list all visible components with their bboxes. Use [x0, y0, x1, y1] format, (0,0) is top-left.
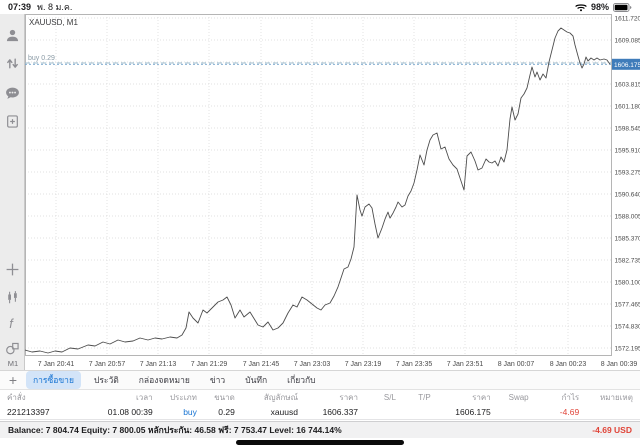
svg-text:1609.085: 1609.085	[615, 37, 640, 44]
svg-text:1572.195: 1572.195	[615, 345, 640, 352]
svg-text:XAUUSD, M1: XAUUSD, M1	[29, 18, 78, 27]
account-summary-text: Balance: 7 804.74 Equity: 7 800.05 หลักป…	[8, 425, 342, 435]
bottom-tab-bar: + การซื้อขาย ประวัติ กล่องจดหมาย ข่าว บันทึก…	[0, 370, 640, 390]
col-header: เวลา	[136, 392, 153, 402]
svg-text:7 Jan 23:03: 7 Jan 23:03	[294, 361, 331, 368]
svg-text:7 Jan 21:29: 7 Jan 21:29	[191, 361, 228, 368]
timeframe-button[interactable]: M1	[7, 359, 19, 368]
svg-text:1590.640: 1590.640	[615, 191, 640, 198]
account-summary-bar: Balance: 7 804.74 Equity: 7 800.05 หลักป…	[0, 421, 640, 438]
positions-table-header: คำสั่ง เวลา ประเภท ขนาด สัญลักษณ์ ราคา S/L T/P ร…	[0, 390, 640, 404]
svg-text:1580.100: 1580.100	[615, 279, 640, 286]
svg-text:7 Jan 23:19: 7 Jan 23:19	[345, 361, 382, 368]
position-cell: buy	[183, 406, 197, 417]
new-order-plus-button[interactable]: +	[8, 372, 18, 388]
svg-text:8 Jan 00:39: 8 Jan 00:39	[601, 361, 638, 368]
svg-text:1582.735: 1582.735	[615, 257, 640, 264]
col-header: T/P	[418, 392, 431, 402]
svg-text:7 Jan 23:35: 7 Jan 23:35	[396, 361, 433, 368]
svg-text:buy 0.29: buy 0.29	[28, 55, 55, 62]
col-header: Swap	[508, 392, 529, 402]
new-order-icon[interactable]	[5, 114, 20, 129]
tab-history[interactable]: ประวัติ	[93, 375, 119, 385]
svg-text:1611.720: 1611.720	[615, 15, 640, 22]
account-icon[interactable]	[5, 28, 20, 43]
svg-text:1606.175: 1606.175	[614, 62, 640, 69]
position-cell: 221213397	[7, 406, 50, 417]
svg-text:f: f	[9, 316, 14, 331]
position-cell: 1606.175	[455, 406, 491, 417]
col-header: ราคา	[339, 392, 359, 402]
col-header: สัญลักษณ์	[263, 392, 298, 402]
svg-text:1603.815: 1603.815	[615, 81, 640, 88]
deals-arrows-icon[interactable]	[5, 56, 20, 71]
svg-text:1593.275: 1593.275	[615, 169, 640, 176]
svg-text:7 Jan 21:45: 7 Jan 21:45	[243, 361, 280, 368]
col-header: กำไร	[561, 392, 580, 402]
tab-trade[interactable]: การซื้อขาย	[26, 371, 81, 389]
col-header: หมายเหตุ	[599, 392, 633, 402]
chart-widget: f M1 buy 0.29 1611.720 1609.085 1603.815 1601…	[0, 14, 640, 370]
position-cell: -4.69	[559, 406, 580, 417]
clock: 07:39	[8, 2, 32, 12]
chart-toolbar: f M1	[0, 14, 25, 370]
svg-text:8 Jan 00:07: 8 Jan 00:07	[498, 361, 535, 368]
svg-text:7 Jan 23:51: 7 Jan 23:51	[447, 361, 484, 368]
candlestick-icon[interactable]	[5, 290, 20, 305]
objects-icon[interactable]	[5, 341, 20, 356]
svg-text:1585.370: 1585.370	[615, 235, 640, 242]
tab-mailbox[interactable]: กล่องจดหมาย	[138, 375, 190, 385]
svg-text:8 Jan 00:23: 8 Jan 00:23	[550, 361, 587, 368]
chat-icon[interactable]	[5, 86, 20, 101]
crosshair-icon[interactable]	[5, 262, 20, 277]
svg-text:1577.465: 1577.465	[615, 301, 640, 308]
svg-text:1595.910: 1595.910	[615, 147, 640, 154]
svg-text:1588.005: 1588.005	[615, 213, 640, 220]
tab-strip: การซื้อขาย ประวัติ กล่องจดหมาย ข่าว บันทึก เก…	[26, 371, 323, 389]
home-indicator[interactable]	[236, 440, 404, 445]
col-header: คำสั่ง	[7, 392, 26, 402]
indicator-f-icon[interactable]: f	[5, 316, 20, 331]
position-cell: 01.08 00:39	[107, 406, 153, 417]
price-chart[interactable]: buy 0.29 1611.720 1609.085 1603.815 1601.180…	[25, 14, 640, 370]
position-cell: 0.29	[218, 406, 235, 417]
wifi-icon	[575, 3, 587, 12]
svg-text:7 Jan 21:13: 7 Jan 21:13	[140, 361, 177, 368]
status-date: พ. 8 ม.ค.	[37, 2, 73, 12]
position-row[interactable]: 221213397 01.08 00:39 buy 0.29 xauusd 1606.33…	[0, 404, 640, 420]
col-header: S/L	[383, 392, 396, 402]
svg-text:7 Jan 20:57: 7 Jan 20:57	[89, 361, 126, 368]
floating-profit: -4.69 USD	[592, 425, 632, 435]
svg-text:7 Jan 20:41: 7 Jan 20:41	[38, 361, 75, 368]
position-cell: 1606.337	[322, 406, 359, 417]
col-header: ราคา	[472, 392, 491, 402]
col-header: ประเภท	[169, 392, 197, 402]
position-cell: xauusd	[270, 406, 298, 417]
svg-text:1574.830: 1574.830	[615, 323, 640, 330]
svg-text:1598.545: 1598.545	[615, 125, 640, 132]
tab-news[interactable]: ข่าว	[209, 375, 226, 385]
battery-icon	[613, 2, 632, 12]
status-bar: 07:39 พ. 8 ม.ค. 98%	[0, 0, 640, 14]
tab-journal[interactable]: บันทึก	[245, 375, 268, 385]
svg-text:1601.180: 1601.180	[615, 103, 640, 110]
col-header: ขนาด	[214, 392, 235, 402]
tab-about[interactable]: เกี่ยวกับ	[287, 375, 316, 385]
battery-percent: 98%	[590, 2, 609, 12]
